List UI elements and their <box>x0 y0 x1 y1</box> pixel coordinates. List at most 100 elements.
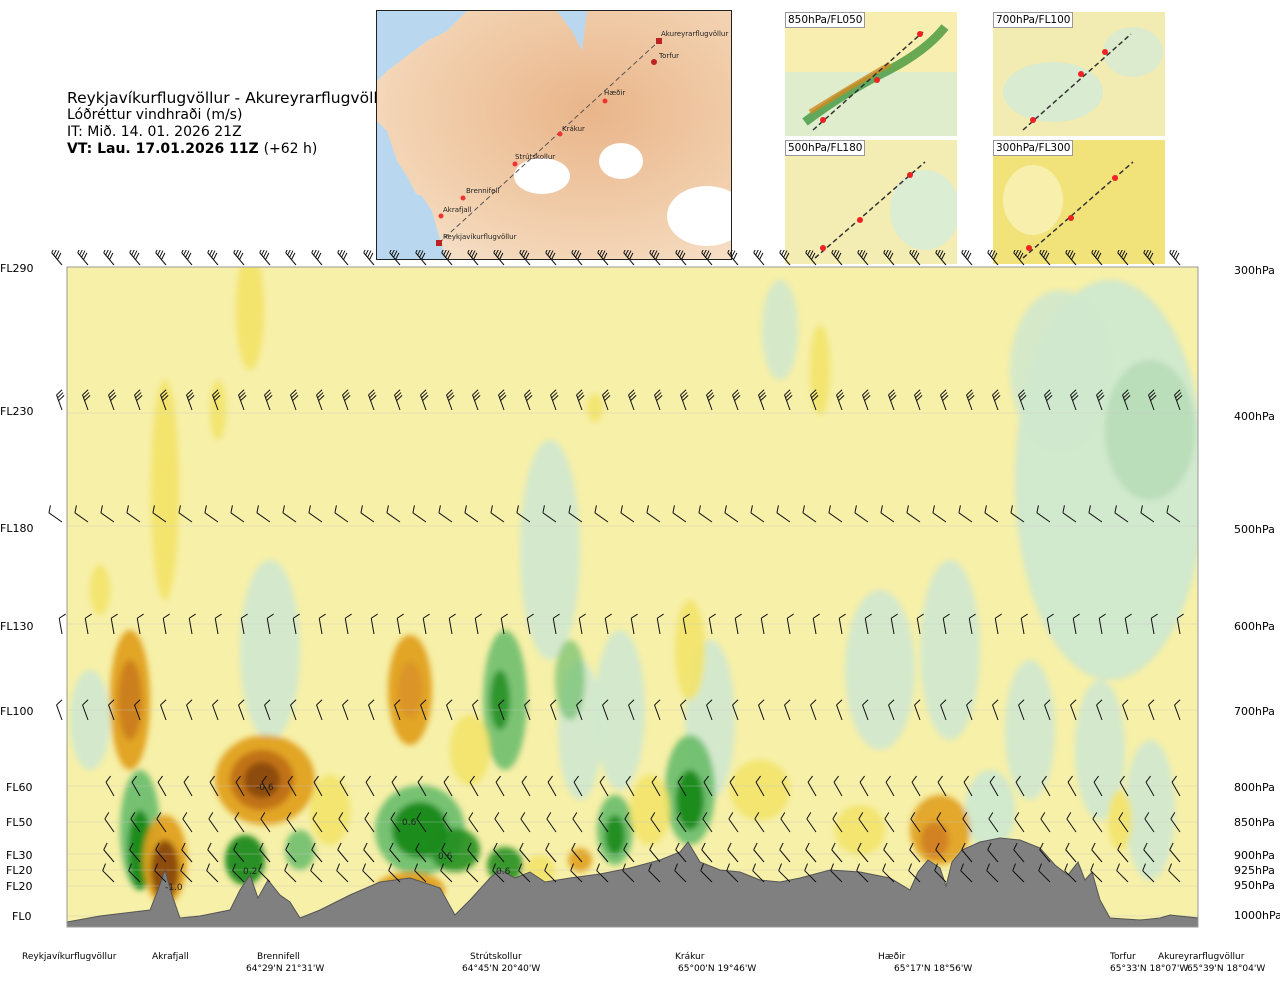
wind-barb <box>758 699 765 721</box>
wind-barb <box>992 699 999 721</box>
hpa-label: 950hPa <box>1234 879 1275 892</box>
wind-barb <box>207 842 219 863</box>
wind-barb <box>909 245 921 266</box>
wind-barb <box>136 613 144 635</box>
upward-core <box>430 828 480 872</box>
wind-barb <box>734 613 742 635</box>
hpa-label: 700hPa <box>1234 705 1275 718</box>
wind-barb <box>651 775 661 797</box>
wind-barb <box>446 699 453 721</box>
wind-barb <box>498 699 505 721</box>
wind-barb <box>1176 613 1184 635</box>
wind-barb <box>1013 245 1025 266</box>
wind-barb <box>1013 842 1025 863</box>
wind-barb <box>108 389 117 411</box>
route-point-torfur <box>651 59 657 65</box>
wind-barb <box>623 842 635 863</box>
wind-barb <box>989 775 999 797</box>
wind-barb <box>186 389 195 411</box>
wind-barb <box>1065 245 1077 266</box>
wind-barb <box>654 699 661 721</box>
wind-barb <box>571 245 583 266</box>
wind-barb <box>864 613 872 635</box>
wind-barb <box>1036 505 1051 523</box>
contour-label: 0.6 <box>438 852 453 862</box>
wind-barb <box>519 245 531 266</box>
wind-barb <box>962 812 973 833</box>
wind-barb <box>1096 389 1105 411</box>
wind-barb <box>753 245 765 266</box>
wind-barb <box>394 699 401 721</box>
upward-region <box>70 670 110 770</box>
wind-barb <box>518 863 531 883</box>
wind-barb <box>677 775 687 797</box>
wind-barb <box>856 863 869 883</box>
wind-barb <box>545 842 557 863</box>
wind-barb <box>207 245 219 266</box>
wind-barb <box>622 863 635 883</box>
location-name: Krákur <box>675 952 705 962</box>
wind-barb <box>214 613 222 635</box>
wind-barb <box>594 505 609 523</box>
wind-barb <box>183 775 193 797</box>
wind-barb <box>362 863 375 883</box>
wind-barb <box>573 775 583 797</box>
wind-barb <box>854 505 869 523</box>
terrain-profile <box>66 837 1199 928</box>
wind-barb <box>415 245 427 266</box>
wind-barb <box>498 389 507 411</box>
wind-barb <box>1072 613 1080 635</box>
wind-barb <box>316 389 325 411</box>
wind-barb <box>1143 842 1155 863</box>
wind-barb <box>890 613 898 635</box>
route-point-reykjavikurflugvollur <box>436 240 442 246</box>
wind-barb <box>700 863 713 883</box>
wind-barb <box>988 812 999 833</box>
valid-time: VT: Lau. 17.01.2026 11Z (+62 h) <box>67 141 394 158</box>
glacier-vatnajokull <box>667 186 731 246</box>
wind-barb <box>212 699 219 721</box>
wind-barb <box>836 699 843 721</box>
wind-barb <box>466 863 479 883</box>
location-coord: 65°00'N 19°46'W <box>678 964 757 974</box>
wind-barb <box>108 699 115 721</box>
route-label: Akureyrarflugvöllur <box>661 30 728 38</box>
wind-barb <box>776 505 791 523</box>
wind-barb <box>732 699 739 721</box>
wind-barb <box>598 812 609 833</box>
wind-barb <box>914 699 921 721</box>
wind-barb <box>441 245 453 266</box>
wind-barb <box>440 863 453 883</box>
route-label: Torfur <box>658 52 679 60</box>
wind-barb <box>157 775 167 797</box>
wind-barb <box>1020 613 1028 635</box>
wind-barb <box>1066 812 1077 833</box>
wind-barb <box>1070 389 1079 411</box>
fjord-east <box>557 11 587 51</box>
wind-barb <box>859 775 869 797</box>
wind-barb <box>656 613 664 635</box>
wind-barb <box>546 812 557 833</box>
wind-barb <box>468 812 479 833</box>
wind-barb <box>388 863 401 883</box>
wind-barb <box>1174 699 1181 721</box>
fl-label: FL30 <box>6 849 33 862</box>
wind-barb <box>602 699 609 721</box>
wind-barb <box>672 505 687 523</box>
wind-barb <box>103 842 115 863</box>
wind-barb <box>1044 389 1053 411</box>
wind-barb <box>285 842 297 863</box>
wind-barb <box>446 389 455 411</box>
route-label: Krákur <box>562 125 585 133</box>
fl-label: FL180 <box>0 522 34 535</box>
wind-barb <box>727 842 739 863</box>
wind-barb <box>804 863 817 883</box>
wind-barb <box>908 863 921 883</box>
fl-label: FL0 <box>12 910 32 923</box>
wind-barb <box>1117 842 1129 863</box>
wind-barb <box>572 812 583 833</box>
wind-barb <box>701 245 713 266</box>
location-name: Strútskollur <box>470 952 522 962</box>
location-name: Torfur <box>1110 952 1136 962</box>
wind-barb <box>316 699 323 721</box>
